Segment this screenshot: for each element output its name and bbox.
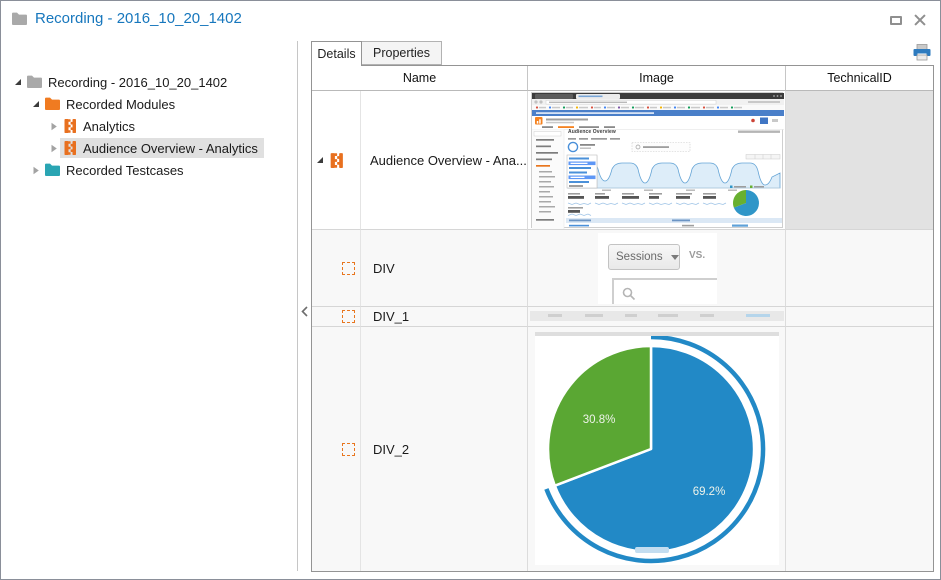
- row-image-cell[interactable]: Sessions VS.: [528, 230, 786, 307]
- toolbar-strip-image: [530, 311, 784, 321]
- row-name-div1[interactable]: DIV_1: [361, 307, 528, 327]
- folder-icon: [12, 12, 27, 25]
- row-expander-cell[interactable]: [312, 307, 361, 327]
- expander-expanded-icon[interactable]: [12, 78, 24, 86]
- div-element-icon: [342, 310, 355, 323]
- print-button[interactable]: [913, 44, 931, 61]
- row-image-cell[interactable]: 30.8% 69.2%: [528, 327, 786, 571]
- row-technicalid-cell[interactable]: [786, 91, 933, 230]
- tree-item-audience-overview[interactable]: Audience Overview - Analytics: [10, 137, 296, 159]
- row-technicalid-cell[interactable]: [786, 230, 933, 307]
- title-bar: Recording - 2016_10_20_1402: [11, 10, 242, 27]
- thumbnail-report-title: Audience Overview: [568, 129, 616, 135]
- tree-item-analytics[interactable]: Analytics: [10, 115, 296, 137]
- expander-expanded-icon[interactable]: [30, 100, 42, 108]
- tree-item-label: Audience Overview - Analytics: [83, 140, 258, 156]
- close-button[interactable]: [914, 14, 926, 26]
- folder-orange-icon: [45, 97, 60, 110]
- column-header-name[interactable]: Name: [312, 66, 528, 91]
- page-title: Recording - 2016_10_20_1402: [35, 10, 242, 27]
- module-icon: [330, 152, 343, 168]
- vs-label: VS.: [689, 250, 706, 261]
- row-image-cell[interactable]: [528, 307, 786, 327]
- column-header-image[interactable]: Image: [528, 66, 786, 91]
- pie-label-green: 30.8%: [583, 414, 616, 426]
- tree-item-recorded-testcases[interactable]: Recorded Testcases: [10, 159, 296, 181]
- row-name-div[interactable]: DIV: [361, 230, 528, 307]
- pie-label-blue: 69.2%: [693, 486, 726, 498]
- expander-collapsed-icon[interactable]: [30, 166, 42, 175]
- div-element-icon: [342, 261, 355, 275]
- tree-item-label: Analytics: [83, 118, 136, 134]
- expander-collapsed-icon[interactable]: [48, 144, 60, 153]
- sessions-label: Sessions: [616, 251, 663, 263]
- detail-tabs: Details Properties: [311, 41, 442, 66]
- row-expander-cell[interactable]: [312, 91, 361, 230]
- row-expander-cell[interactable]: [312, 327, 361, 571]
- pie-chart: 30.8% 69.2%: [544, 334, 766, 564]
- tree-item-recorded-modules[interactable]: Recorded Modules: [10, 93, 296, 115]
- row-name-audience-overview[interactable]: Audience Overview - Ana...: [361, 91, 528, 230]
- sessions-dropdown-button: Sessions: [608, 244, 680, 270]
- visitor-pie-chart-image: 30.8% 69.2%: [535, 332, 779, 565]
- row-name-div2[interactable]: DIV_2: [361, 327, 528, 571]
- row-technicalid-cell[interactable]: [786, 307, 933, 327]
- tree-item-recording[interactable]: Recording - 2016_10_20_1402: [10, 71, 296, 93]
- expander-collapsed-icon[interactable]: [48, 122, 60, 131]
- mini-pie-chart: [732, 190, 759, 216]
- maximize-button[interactable]: [890, 15, 902, 25]
- expander-expanded-icon[interactable]: [316, 156, 324, 164]
- dropdown-caret-icon: [670, 254, 679, 260]
- module-icon: [64, 141, 76, 155]
- details-panel: Name Image TechnicalID: [311, 65, 934, 572]
- tree-item-label: Recorded Modules: [66, 96, 176, 112]
- selected-tree-node[interactable]: Audience Overview - Analytics: [60, 138, 264, 158]
- collapse-panel-chevron-icon[interactable]: [299, 302, 310, 320]
- search-icon: [622, 287, 636, 301]
- printer-icon: [913, 44, 931, 61]
- column-header-technicalid[interactable]: TechnicalID: [786, 66, 933, 91]
- module-icon: [64, 119, 76, 133]
- tab-properties[interactable]: Properties: [362, 41, 442, 65]
- row-image-cell[interactable]: Audience Overview: [528, 91, 786, 230]
- row-expander-cell[interactable]: [312, 230, 361, 307]
- folder-teal-icon: [45, 163, 60, 176]
- folder-gray-icon: [27, 75, 42, 88]
- search-field-image: [612, 278, 717, 304]
- recording-tree: Recording - 2016_10_20_1402 Recorded Mod…: [10, 63, 296, 570]
- div-element-icon: [342, 442, 355, 456]
- sessions-dropdown-image: Sessions VS.: [598, 233, 717, 304]
- tree-item-label: Recorded Testcases: [66, 162, 184, 178]
- tab-details[interactable]: Details: [311, 41, 362, 66]
- tree-item-label: Recording - 2016_10_20_1402: [48, 74, 228, 90]
- panel-splitter[interactable]: [297, 41, 298, 571]
- analytics-screenshot-thumbnail: Audience Overview: [531, 92, 784, 229]
- row-technicalid-cell[interactable]: [786, 327, 933, 571]
